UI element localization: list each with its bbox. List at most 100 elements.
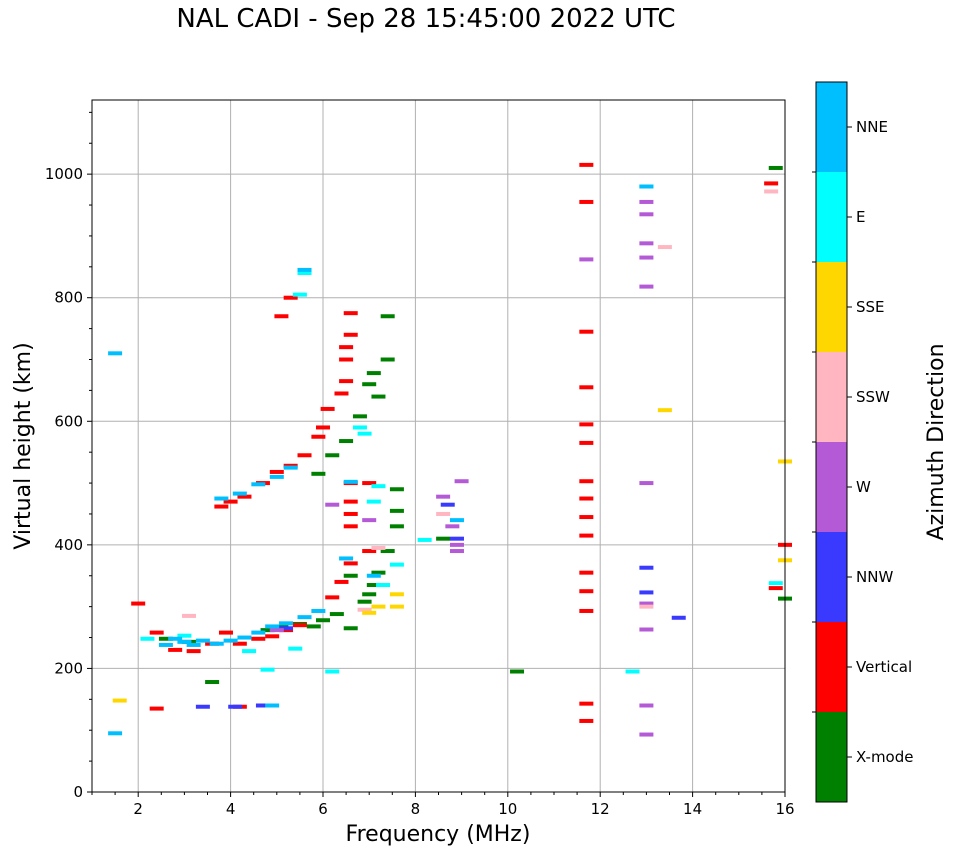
- echo-vertical-mark: [579, 718, 594, 723]
- echo-vertical-mark: [343, 332, 358, 337]
- echo-vertical-mark: [325, 595, 340, 600]
- echo-nne-mark: [251, 482, 266, 487]
- echo-e-mark: [366, 499, 381, 504]
- echo-e-mark: [417, 537, 432, 542]
- echo-x-mode-mark: [389, 524, 404, 529]
- echo-sse-mark: [371, 604, 386, 609]
- echo-nne-mark: [283, 465, 298, 470]
- colorbar-title: Azimuth Direction: [924, 343, 949, 540]
- x-tick-label: 12: [591, 800, 610, 818]
- echo-vertical-mark: [579, 385, 594, 390]
- echo-nne-mark: [639, 184, 654, 189]
- echo-w-mark: [436, 494, 451, 499]
- echo-vertical-mark: [149, 630, 164, 635]
- colorbar-label: NNE: [856, 118, 888, 136]
- echo-w-mark: [445, 524, 460, 529]
- echo-e-mark: [325, 669, 340, 674]
- echo-nne-mark: [339, 556, 354, 561]
- colorbar-label: X-mode: [856, 748, 913, 766]
- echo-vertical-mark: [223, 499, 238, 504]
- echo-e-mark: [177, 633, 192, 638]
- echo-nnw-mark: [228, 704, 243, 709]
- echo-vertical-mark: [251, 636, 266, 641]
- echo-vertical-mark: [362, 481, 377, 486]
- y-tick-label: 800: [54, 289, 83, 307]
- echo-vertical-mark: [339, 345, 354, 350]
- x-tick-label: 6: [318, 800, 328, 818]
- echo-nne-mark: [195, 638, 210, 643]
- echo-nne-mark: [158, 642, 173, 647]
- echo-vertical-mark: [343, 561, 358, 566]
- echo-vertical-mark: [269, 469, 284, 474]
- echo-nne-mark: [168, 636, 183, 641]
- echo-ssw-mark: [436, 511, 451, 516]
- echo-x-mode-mark: [380, 549, 395, 554]
- echo-ssw-mark: [639, 604, 654, 609]
- echo-x-mode-mark: [371, 394, 386, 399]
- y-tick-label: 0: [73, 783, 83, 801]
- echo-vertical-mark: [579, 701, 594, 706]
- colorbar-label: W: [856, 478, 871, 496]
- echo-nnw-mark: [671, 615, 686, 620]
- echo-vertical-mark: [579, 608, 594, 613]
- echo-vertical-mark: [218, 630, 233, 635]
- echo-ssw-mark: [657, 245, 672, 250]
- echo-vertical-mark: [579, 479, 594, 484]
- echo-sse-mark: [389, 592, 404, 597]
- echo-x-mode-mark: [343, 626, 358, 631]
- echo-vertical-mark: [362, 549, 377, 554]
- echo-vertical-mark: [579, 515, 594, 520]
- y-tick-label: 600: [54, 412, 83, 430]
- echo-vertical-mark: [186, 649, 201, 654]
- echo-w-mark: [639, 732, 654, 737]
- echo-vertical-mark: [320, 406, 335, 411]
- echo-nnw-mark: [639, 565, 654, 570]
- echo-e-mark: [288, 646, 303, 651]
- echo-w-mark: [639, 199, 654, 204]
- echo-nne-mark: [209, 641, 224, 646]
- echo-nne-mark: [269, 474, 284, 479]
- echo-vertical-mark: [343, 511, 358, 516]
- echo-vertical-mark: [339, 357, 354, 362]
- colorbar-swatch-sse: [816, 262, 847, 352]
- echo-nne-mark: [311, 608, 326, 613]
- echo-nnw-mark: [255, 703, 270, 708]
- echo-vertical-mark: [579, 199, 594, 204]
- echo-nne-mark: [186, 642, 201, 647]
- echo-x-mode-mark: [380, 314, 395, 319]
- echo-e-mark: [357, 431, 372, 436]
- echo-nne-mark: [297, 615, 312, 620]
- echo-e-mark: [352, 425, 367, 430]
- echo-w-mark: [269, 628, 284, 633]
- echo-x-mode-mark: [205, 680, 220, 685]
- echo-sse-mark: [112, 698, 127, 703]
- echo-vertical-mark: [316, 425, 330, 430]
- x-tick-label: 8: [411, 800, 421, 818]
- x-tick-label: 10: [498, 800, 517, 818]
- echo-ssw-mark: [764, 189, 779, 194]
- y-axis-ticks: 0 200 400 600 800 1000: [45, 111, 92, 801]
- echo-e-mark: [292, 292, 307, 297]
- echo-ssw-mark: [182, 613, 197, 618]
- echo-vertical-mark: [265, 634, 280, 639]
- echo-vertical-mark: [579, 570, 594, 575]
- echo-nne-mark: [251, 630, 266, 635]
- echo-vertical-mark: [339, 379, 354, 384]
- echo-vertical-mark: [149, 706, 164, 711]
- echo-x-mode-mark: [768, 165, 783, 170]
- echo-vertical-mark: [579, 162, 594, 167]
- x-axis-ticks: 2 4 6 8 10 12 14 16: [91, 792, 795, 818]
- echo-nne-mark: [108, 351, 123, 356]
- echo-nne-mark: [223, 638, 238, 643]
- y-axis-label: Virtual height (km): [11, 342, 36, 549]
- echo-x-mode-mark: [352, 414, 367, 419]
- x-axis-label: Frequency (MHz): [346, 822, 531, 847]
- echo-x-mode-mark: [316, 618, 330, 623]
- echo-w-mark: [639, 601, 654, 606]
- colorbar-label: SSW: [856, 388, 890, 406]
- echo-vertical-mark: [274, 314, 289, 319]
- echo-vertical-mark: [764, 181, 779, 186]
- echo-e-mark: [371, 484, 386, 489]
- echo-vertical-mark: [579, 589, 594, 594]
- echo-vertical-mark: [334, 579, 349, 584]
